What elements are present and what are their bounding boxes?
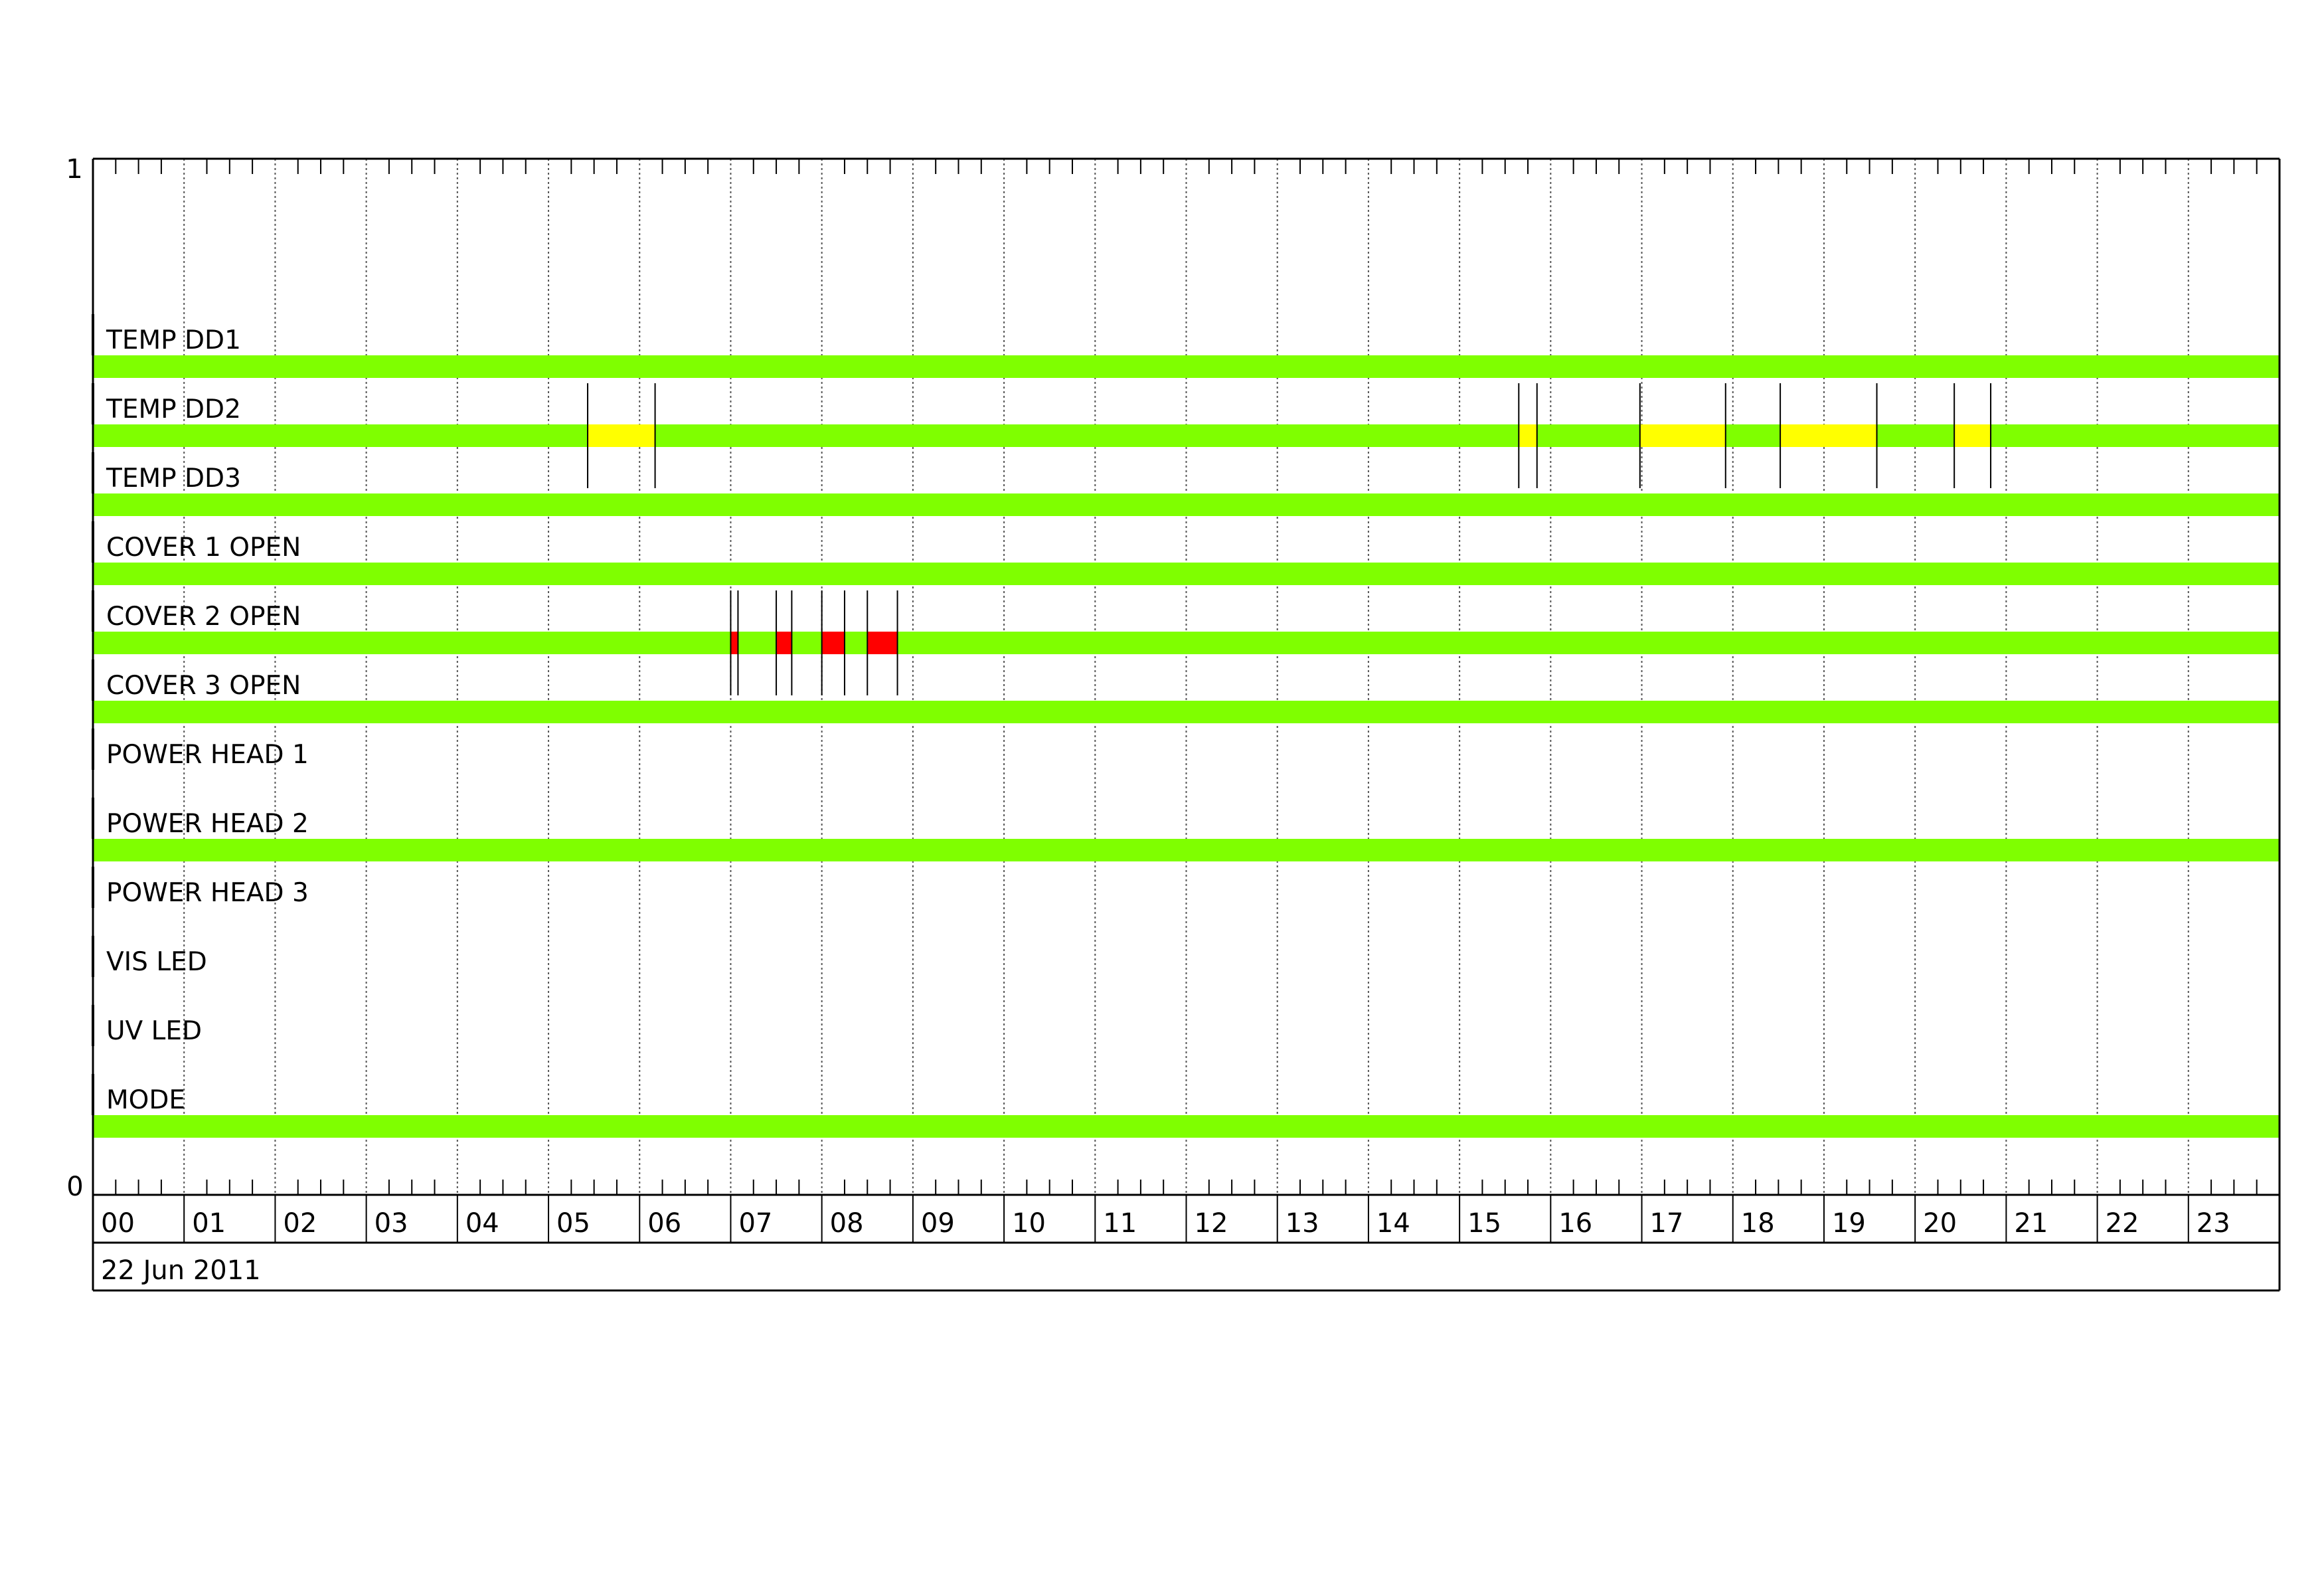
status-segment-warning <box>1780 424 1877 447</box>
x-tick-label: 12 <box>1195 1208 1228 1239</box>
row-label: COVER 1 OPEN <box>106 533 301 563</box>
x-tick-label: 02 <box>283 1208 317 1239</box>
y-tick-label-top: 1 <box>66 154 82 185</box>
row-label: UV LED <box>106 1016 202 1046</box>
row-label: COVER 3 OPEN <box>106 671 301 701</box>
x-tick-label: 14 <box>1376 1208 1410 1239</box>
status-bar-ok <box>93 355 2280 378</box>
x-tick-label: 16 <box>1558 1208 1592 1239</box>
x-tick-label: 17 <box>1650 1208 1684 1239</box>
x-tick-label: 08 <box>830 1208 864 1239</box>
x-tick-label: 01 <box>192 1208 226 1239</box>
x-tick-label: 20 <box>1923 1208 1957 1239</box>
status-segment-alarm <box>776 632 792 654</box>
y-tick-label-bottom: 0 <box>66 1172 83 1202</box>
row-label: MODE <box>106 1085 185 1115</box>
x-tick-label: 11 <box>1103 1208 1137 1239</box>
status-segment-alarm <box>821 632 845 654</box>
x-tick-label: 03 <box>374 1208 408 1239</box>
status-bar-ok <box>93 701 2280 723</box>
status-bar-ok <box>93 563 2280 585</box>
status-bar-ok <box>93 632 2280 654</box>
x-tick-label: 05 <box>556 1208 590 1239</box>
x-tick-label: 09 <box>921 1208 955 1239</box>
row-label: POWER HEAD 2 <box>106 809 309 839</box>
x-tick-label: 23 <box>2197 1208 2230 1239</box>
status-segment-warning <box>1519 424 1537 447</box>
row-label: TEMP DD3 <box>106 464 241 493</box>
x-tick-label: 18 <box>1741 1208 1775 1239</box>
x-tick-label: 15 <box>1467 1208 1501 1239</box>
status-segment-alarm <box>867 632 898 654</box>
row-label: TEMP DD2 <box>106 395 241 424</box>
row-label: POWER HEAD 1 <box>106 740 309 770</box>
x-tick-label: 22 <box>2106 1208 2139 1239</box>
status-bars <box>93 355 2280 1138</box>
row-labels: TEMP DD1 TEMP DD2 TEMP DD3 COVER 1 OPEN COVE… <box>92 314 309 1115</box>
status-bar-ok <box>93 424 2280 447</box>
x-tick-label: 13 <box>1286 1208 1319 1239</box>
row-label: TEMP DD1 <box>106 325 241 355</box>
x-tick-label: 04 <box>465 1208 499 1239</box>
x-tick-label: 07 <box>738 1208 772 1239</box>
status-bar-ok <box>93 493 2280 516</box>
x-tick-label: 21 <box>2014 1208 2048 1239</box>
status-bar-ok <box>93 839 2280 861</box>
status-segment-warning <box>588 424 655 447</box>
axes: 00 01 02 03 04 05 06 07 08 09 10 11 12 13 14 15 16 17 18 19… <box>92 157 2281 1292</box>
row-label: POWER HEAD 3 <box>106 878 309 908</box>
grid <box>183 159 2189 1195</box>
x-tick-label: 06 <box>647 1208 681 1239</box>
status-segment-warning <box>1954 424 1991 447</box>
x-tick-label: 00 <box>101 1208 135 1239</box>
x-tick-label: 19 <box>1832 1208 1866 1239</box>
row-label: VIS LED <box>106 947 207 977</box>
row-label: COVER 2 OPEN <box>106 602 301 632</box>
x-tick-label: 10 <box>1012 1208 1046 1239</box>
status-segment-warning <box>1639 424 1726 447</box>
date-label: 22 Jun 2011 <box>101 1255 261 1286</box>
status-bar-ok <box>93 1115 2280 1138</box>
status-segment-alarm <box>730 632 738 654</box>
